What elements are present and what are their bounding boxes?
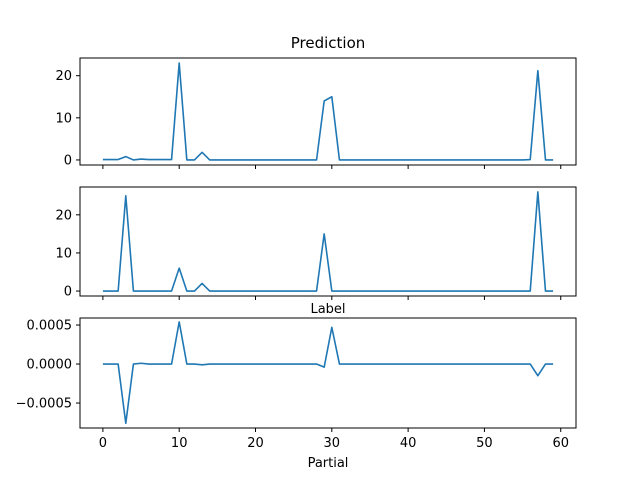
chart-title: Prediction bbox=[291, 34, 366, 52]
y-tick-label: 10 bbox=[55, 111, 72, 126]
x-tick-label: 40 bbox=[400, 436, 417, 451]
y-tick-label: 10 bbox=[55, 246, 72, 261]
chart-title: Label bbox=[310, 302, 345, 317]
x-tick-label: 30 bbox=[324, 436, 341, 451]
y-tick-label: 20 bbox=[55, 208, 72, 223]
series-line bbox=[102, 191, 554, 292]
axes-frame bbox=[79, 317, 577, 429]
y-tick-label: 20 bbox=[55, 69, 72, 84]
y-tick-label: 0 bbox=[64, 285, 72, 300]
x-tick-label: 20 bbox=[247, 436, 264, 451]
x-tick-label: 60 bbox=[552, 436, 569, 451]
y-tick-label: 0 bbox=[64, 153, 72, 168]
series-line bbox=[102, 62, 554, 161]
series-line bbox=[102, 321, 554, 425]
axes-frame bbox=[79, 57, 577, 166]
prediction-panel: 0 10 20 Prediction bbox=[55, 34, 577, 169]
label-panel: 0 10 20 Label bbox=[55, 186, 577, 317]
axes-frame bbox=[79, 186, 577, 297]
y-tick-label: −0.0005 bbox=[16, 397, 72, 412]
partial-panel: 0 10 20 30 40 50 60 0.0005 0.0000 −0.0005 Partial bbox=[16, 317, 577, 471]
x-tick-label: 50 bbox=[476, 436, 493, 451]
x-tick-label: 10 bbox=[171, 436, 188, 451]
y-tick-label: 0.0000 bbox=[27, 358, 73, 373]
x-tick-label: 0 bbox=[99, 436, 107, 451]
y-tick-label: 0.0005 bbox=[27, 319, 73, 334]
x-axis-label: Partial bbox=[308, 456, 349, 471]
